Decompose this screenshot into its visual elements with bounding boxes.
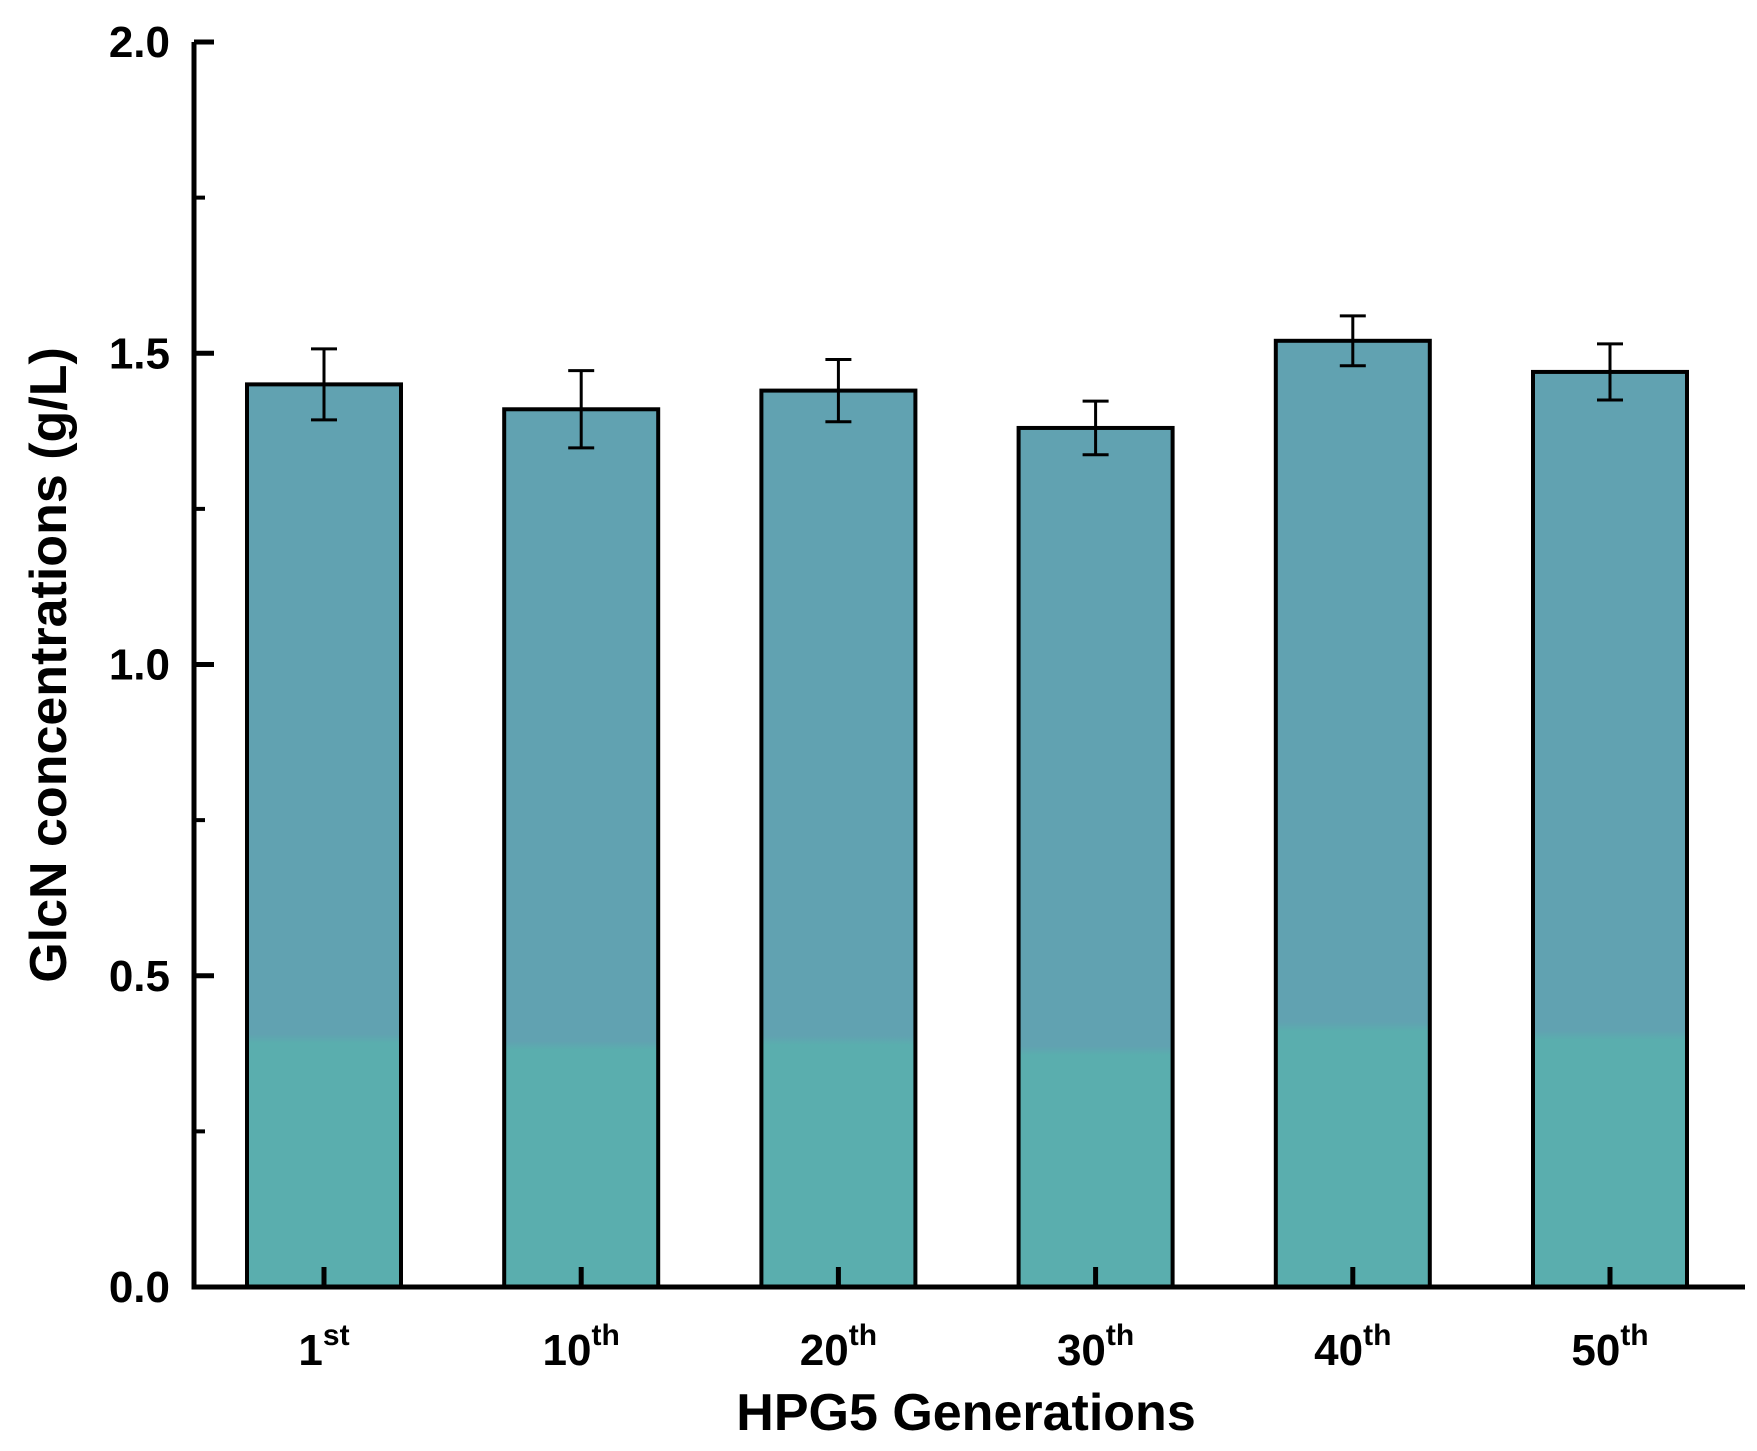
bar-20th xyxy=(759,388,918,1290)
error-bar-20th xyxy=(825,357,852,424)
x-tick-label-40th: 40th xyxy=(1314,1319,1391,1375)
labels-group: 0.0 0.5 1.0 1.5 2.0 1st 10th 20th 30th 40th 50th xyxy=(109,18,1649,1375)
x-tick-label-50th: 50th xyxy=(1571,1319,1648,1375)
error-bar-30th xyxy=(1082,399,1109,457)
error-bar-50th xyxy=(1597,342,1623,402)
y-tick-label-2.0: 2.0 xyxy=(109,18,170,67)
y-tick-label-0.5: 0.5 xyxy=(109,952,170,1001)
x-tick-label-30th: 30th xyxy=(1057,1319,1134,1375)
bar-1st xyxy=(245,382,403,1289)
x-tick-label-20th: 20th xyxy=(800,1319,877,1375)
error-bar-40th xyxy=(1339,314,1366,368)
y-tick-label-1.0: 1.0 xyxy=(109,641,170,690)
y-axis-title: GlcN concentrations (g/L) xyxy=(20,347,78,983)
bar-30th xyxy=(1016,425,1175,1289)
error-bar-10th xyxy=(568,369,595,450)
error-bars-group xyxy=(311,314,1623,457)
error-bar-1st xyxy=(311,347,337,422)
x-tick-label-1st: 1st xyxy=(298,1319,349,1375)
y-tick-label-0.0: 0.0 xyxy=(109,1263,170,1312)
y-tick-label-1.5: 1.5 xyxy=(109,329,170,378)
bar-10th xyxy=(502,407,661,1289)
x-axis-title: HPG5 Generations xyxy=(736,1384,1195,1442)
axes-group xyxy=(191,39,1745,1290)
bar-50th xyxy=(1531,369,1689,1289)
x-tick-label-10th: 10th xyxy=(543,1319,620,1375)
bar-40th xyxy=(1273,338,1432,1289)
bars-group xyxy=(245,338,1689,1290)
